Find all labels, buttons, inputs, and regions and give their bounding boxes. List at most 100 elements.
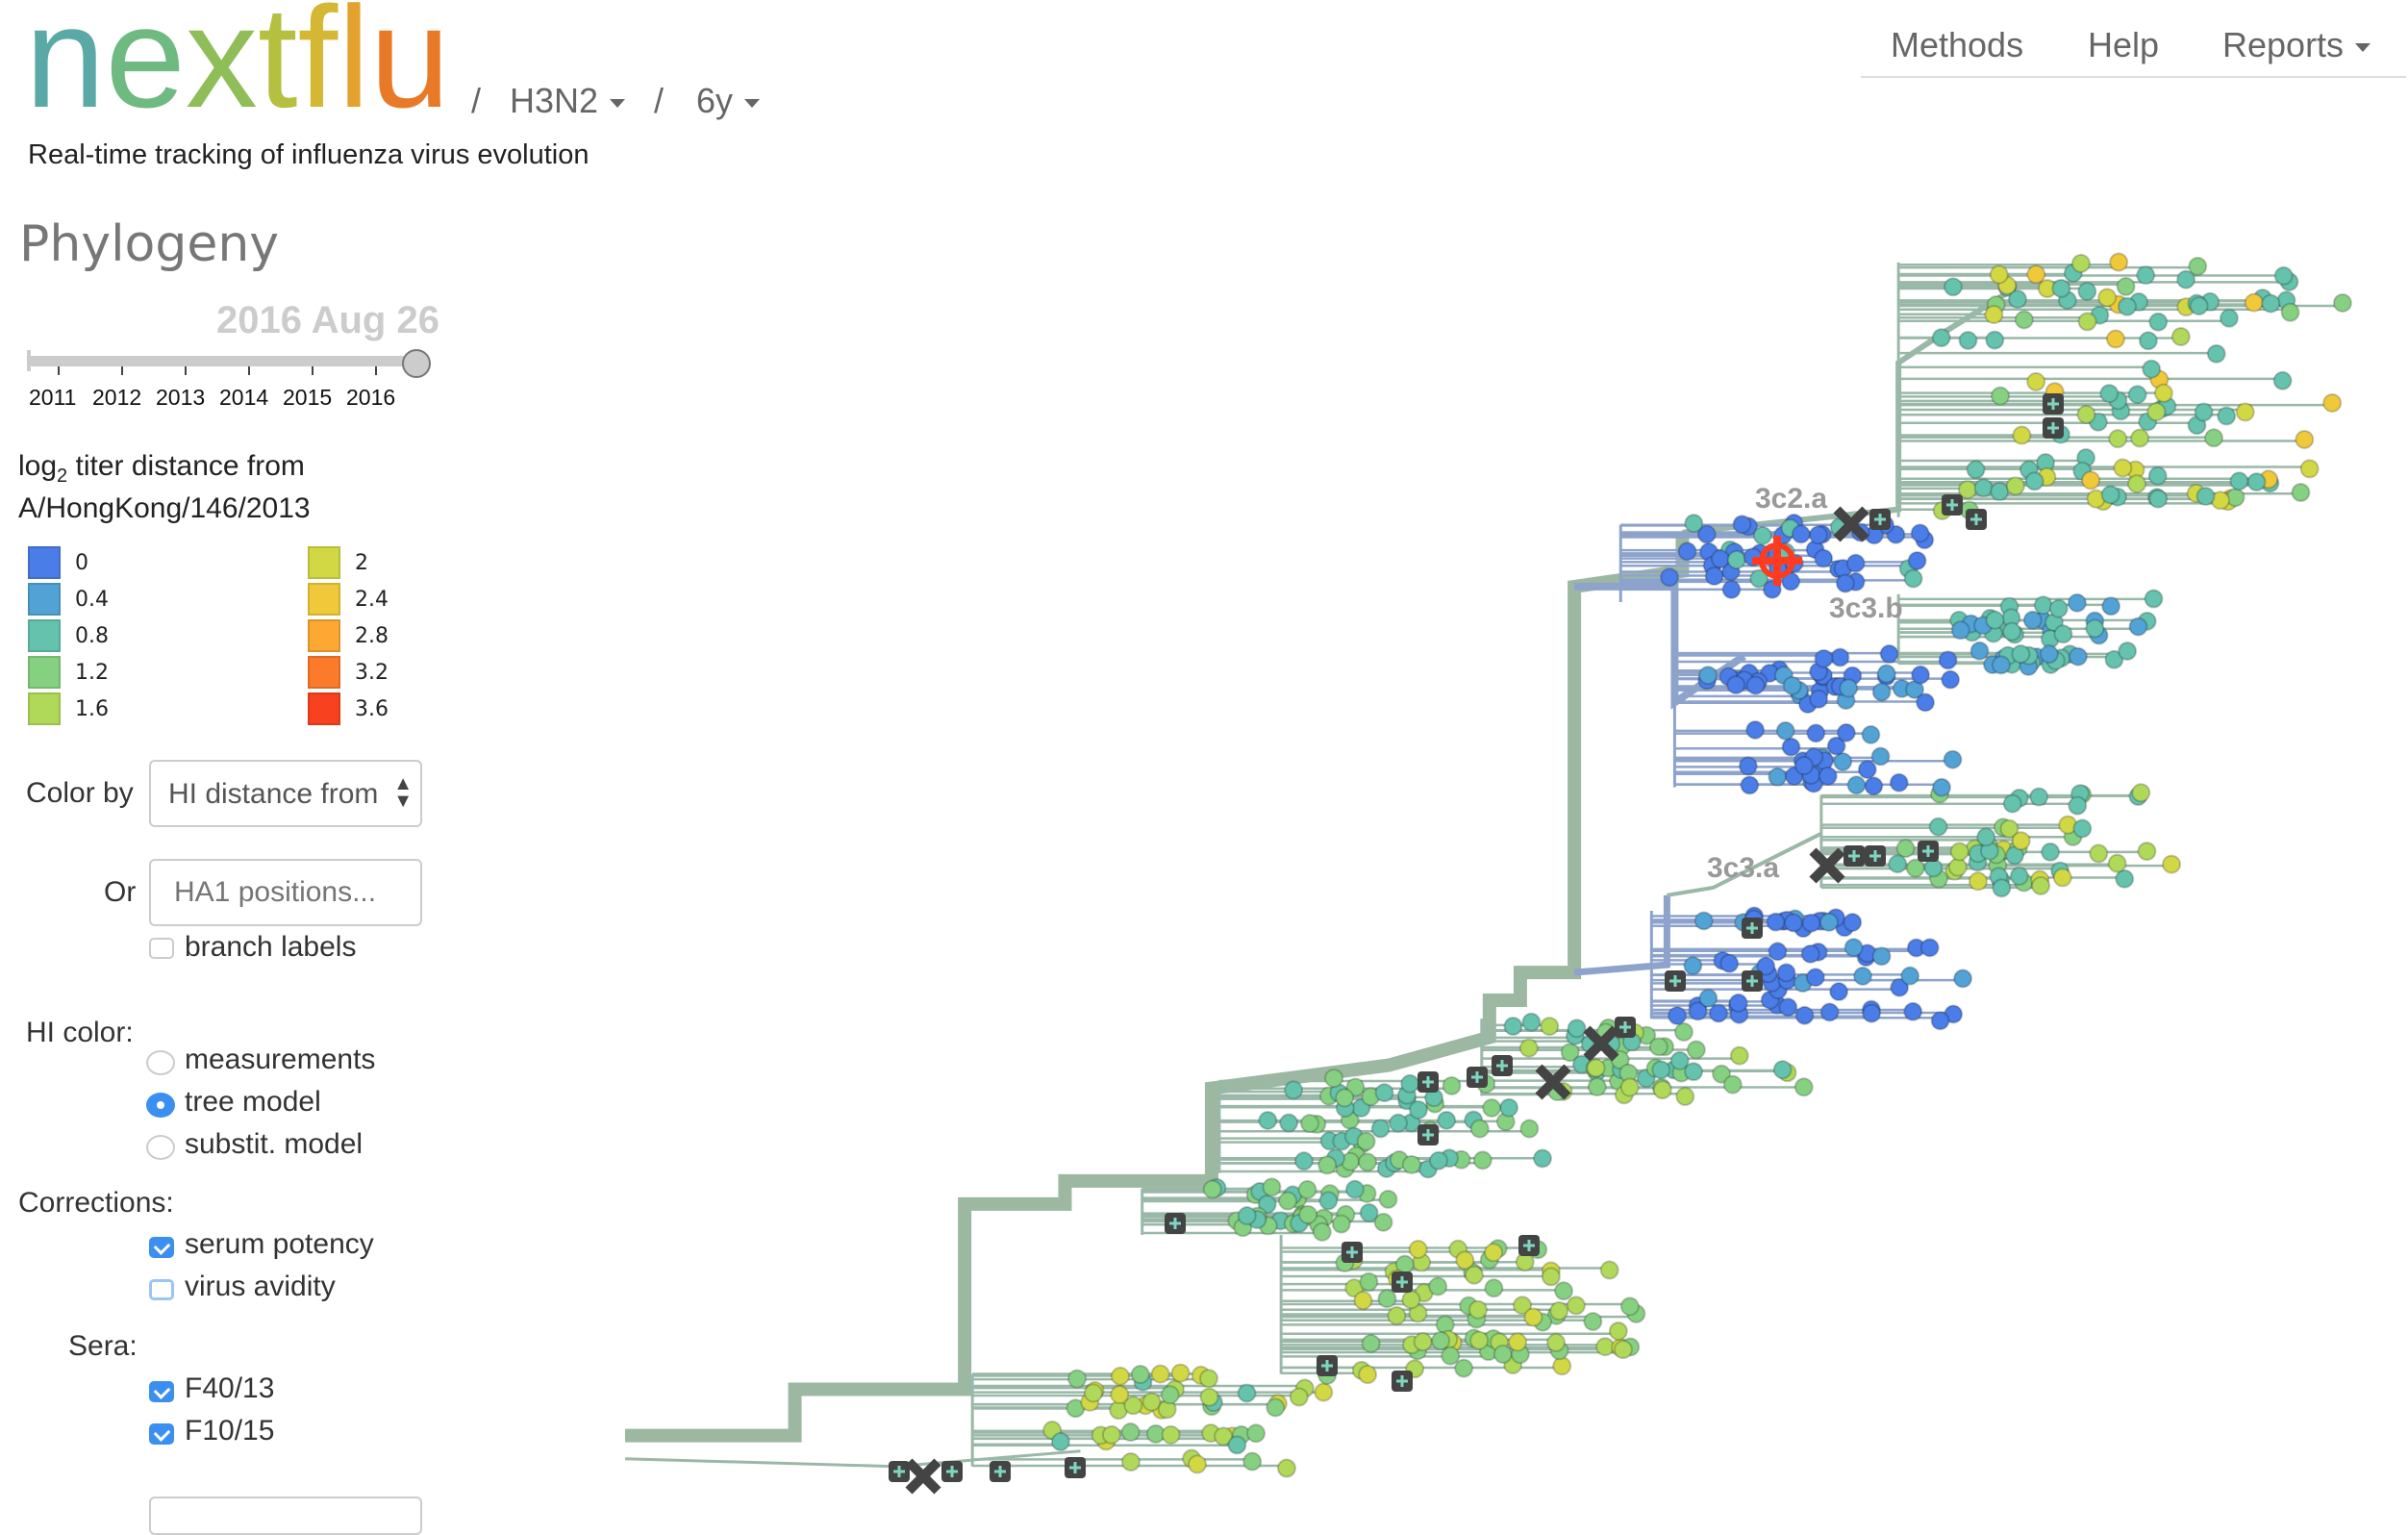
tree-tip[interactable] (1791, 524, 1811, 544)
tree-tip[interactable] (2280, 302, 2300, 322)
tree-tip[interactable] (1279, 1113, 1299, 1133)
expand-plus-icon[interactable] (1417, 1124, 1439, 1145)
tree-tip[interactable] (1806, 723, 1826, 743)
tree-tip[interactable] (1781, 737, 1801, 757)
tree-tip[interactable] (1801, 913, 1821, 933)
tree-tip[interactable] (2009, 866, 2029, 886)
date-slider-thumb[interactable] (402, 349, 431, 378)
tree-tip[interactable] (1698, 988, 1718, 1008)
tree-tip[interactable] (1684, 514, 1704, 534)
branch-labels-checkbox[interactable] (149, 938, 174, 959)
tree-tip[interactable] (1361, 1333, 1381, 1353)
tree-tip[interactable] (2148, 489, 2169, 509)
tree-tip[interactable] (1752, 525, 1772, 545)
tree-tip[interactable] (1903, 568, 1923, 589)
tree-tip[interactable] (1772, 1060, 1793, 1080)
tree-tip[interactable] (1862, 1003, 1882, 1023)
tree-tip[interactable] (1732, 515, 1752, 535)
tree-tip[interactable] (1370, 1119, 1391, 1139)
tree-tip[interactable] (1549, 1301, 1569, 1321)
nav-help[interactable]: Help (2088, 25, 2160, 64)
tree-tip[interactable] (2105, 329, 2125, 349)
tree-tip[interactable] (1932, 777, 1952, 797)
tree-tip[interactable] (1677, 541, 1697, 562)
tree-tip[interactable] (1985, 330, 2005, 350)
tree-tip[interactable] (2077, 281, 2097, 301)
serum-checkbox[interactable] (149, 1381, 174, 1402)
tree-tip[interactable] (2012, 425, 2032, 445)
tree-branch[interactable] (625, 532, 1690, 1443)
tree-tip[interactable] (2219, 308, 2239, 328)
tree-tip[interactable] (1560, 1043, 1580, 1063)
tree-tip[interactable] (1923, 858, 1944, 878)
tree-tip[interactable] (1968, 871, 1988, 892)
tree-tip[interactable] (2127, 474, 2147, 494)
tree-tip[interactable] (1768, 942, 1788, 962)
tree-tip[interactable] (1698, 666, 1718, 686)
tree-tip[interactable] (1745, 719, 1766, 740)
tree-tip[interactable] (2068, 646, 2088, 667)
tree-tip[interactable] (1916, 692, 1936, 713)
correction-checkbox[interactable] (149, 1279, 174, 1300)
tree-tip[interactable] (1141, 1392, 1162, 1412)
tree-tip[interactable] (1969, 641, 1990, 661)
tree-tip[interactable] (1298, 1204, 1318, 1224)
tree-tip[interactable] (2048, 598, 2069, 618)
tree-tip[interactable] (2188, 256, 2208, 276)
tree-branch[interactable] (1574, 582, 1746, 710)
tree-tip[interactable] (1227, 1435, 1247, 1455)
tree-tip[interactable] (1101, 1424, 1121, 1445)
tree-tip[interactable] (2053, 624, 2073, 644)
tree-tip[interactable] (1958, 330, 1978, 350)
tree-tip[interactable] (1836, 722, 1856, 742)
tree-tip[interactable] (1833, 751, 1853, 771)
tree-tip[interactable] (1721, 579, 1742, 599)
tree-tip[interactable] (1359, 1202, 1379, 1222)
tree-tip[interactable] (1938, 650, 1958, 670)
tree-tip[interactable] (1768, 767, 1788, 787)
tree-tip[interactable] (2039, 644, 2059, 665)
tree-tip[interactable] (1696, 524, 1717, 544)
tree-tip[interactable] (1907, 550, 1927, 570)
tree-tip[interactable] (1871, 946, 1892, 967)
tree-tip[interactable] (1587, 1077, 1607, 1097)
tree-tip[interactable] (1484, 1243, 1504, 1263)
expand-plus-icon[interactable] (1317, 1355, 1338, 1376)
expand-plus-icon[interactable] (889, 1461, 910, 1482)
tree-tip[interactable] (1484, 1278, 1504, 1298)
tree-tip[interactable] (1278, 1191, 1298, 1211)
tree-tip[interactable] (1374, 1083, 1394, 1103)
tree-tip[interactable] (1778, 997, 1798, 1018)
tree-tip[interactable] (1199, 1369, 1219, 1389)
tree-tip[interactable] (1188, 1454, 1208, 1474)
tree-tip[interactable] (2272, 370, 2293, 390)
tree-tip[interactable] (2089, 843, 2109, 864)
phylogeny-tree[interactable]: 3c2.a 3c3.b 3c3.a (0, 0, 2408, 1502)
tree-tip[interactable] (1266, 1397, 1286, 1418)
tree-tip[interactable] (2076, 404, 2096, 424)
tree-tip[interactable] (1408, 1099, 1428, 1120)
tree-tip[interactable] (2011, 831, 2031, 851)
tree-tip[interactable] (1442, 1075, 1462, 1095)
tree-tip[interactable] (1668, 1006, 1688, 1026)
tree-tip[interactable] (1353, 1291, 1373, 1311)
tree-tip[interactable] (2070, 253, 2091, 273)
tree-tip[interactable] (1693, 911, 1714, 931)
hi-color-radio[interactable] (146, 1135, 175, 1160)
expand-plus-icon[interactable] (1467, 1067, 1488, 1088)
expand-plus-icon[interactable] (1844, 845, 1865, 867)
tree-tip[interactable] (1879, 643, 1899, 664)
tree-tip[interactable] (1608, 1321, 1628, 1341)
tree-tip[interactable] (2189, 296, 2209, 316)
expand-plus-icon[interactable] (1615, 1017, 1636, 1038)
tree-tip[interactable] (1469, 1119, 1490, 1139)
tree-tip[interactable] (1766, 912, 1786, 932)
tree-tip[interactable] (1546, 1332, 1567, 1352)
tree-tip[interactable] (1844, 938, 1864, 958)
expand-plus-icon[interactable] (1865, 845, 1886, 867)
tree-tip[interactable] (1469, 1330, 1490, 1350)
tree-tip[interactable] (1728, 993, 1748, 1013)
tree-tip[interactable] (1709, 1003, 1729, 1023)
expand-plus-icon[interactable] (1065, 1457, 1086, 1478)
tree-tip[interactable] (1067, 1369, 1088, 1389)
